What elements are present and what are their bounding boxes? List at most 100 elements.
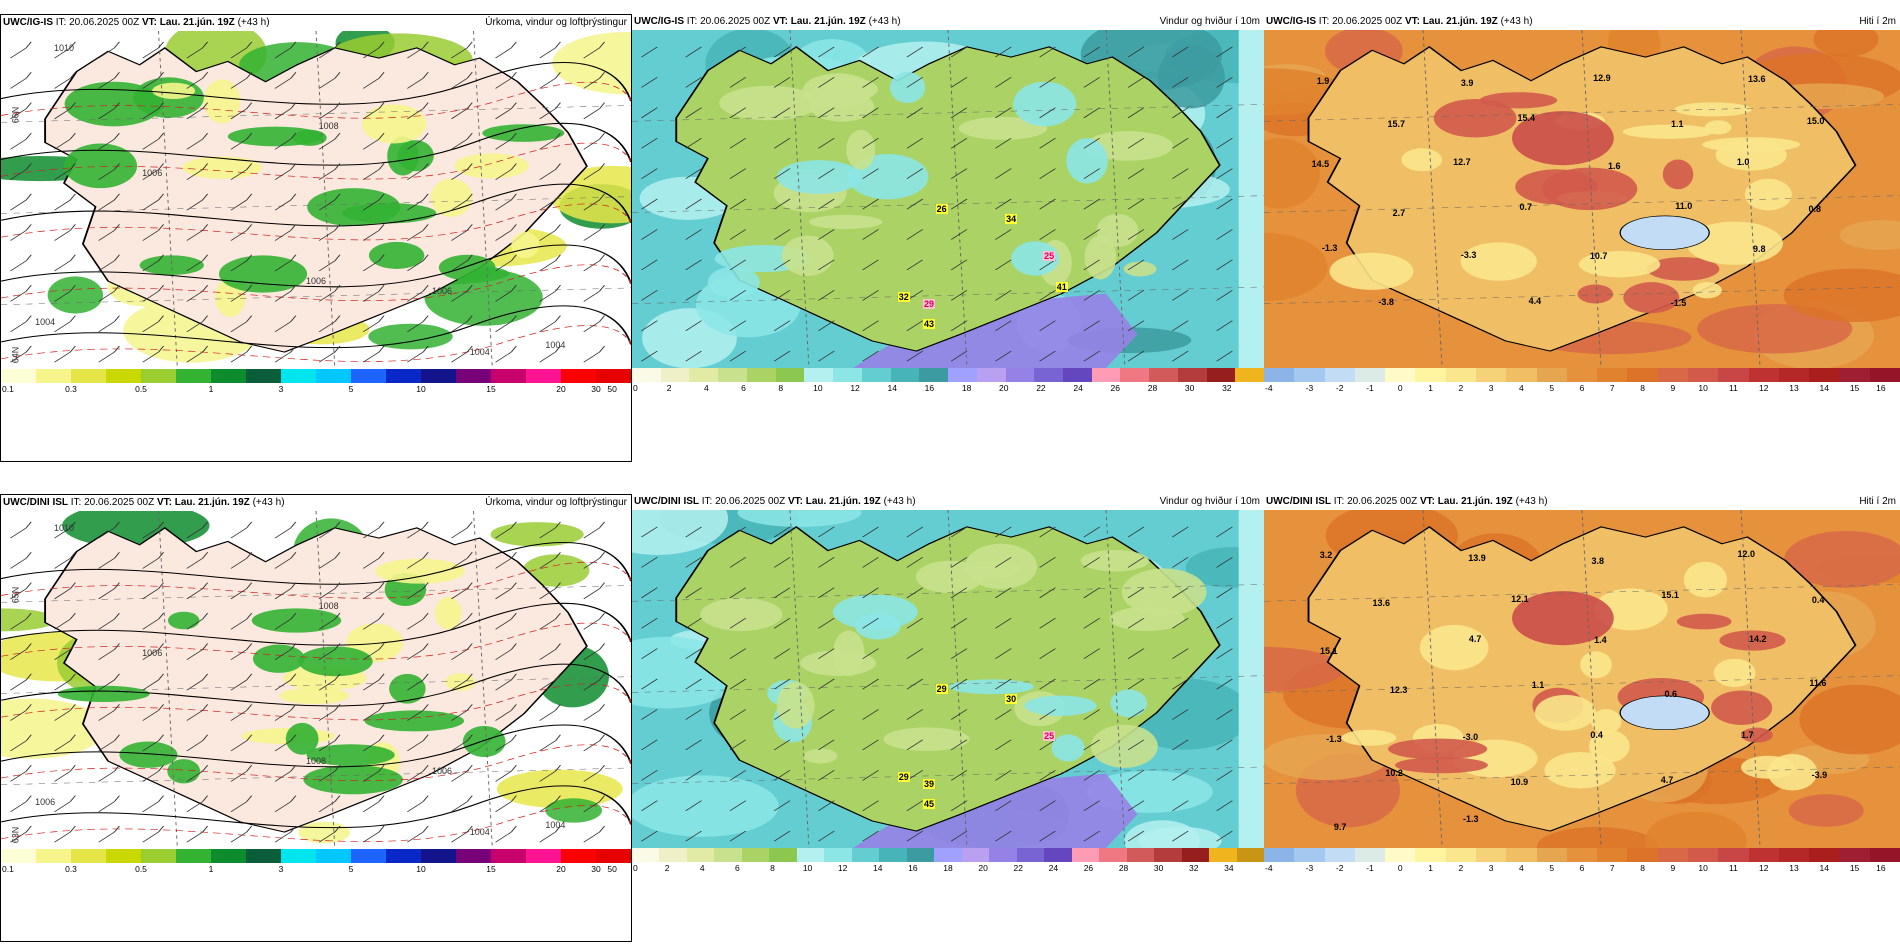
colorbar-tick-label: 50 <box>607 864 617 874</box>
colorbar-swatch <box>775 368 805 382</box>
gust-label: 29 <box>935 684 948 695</box>
wind-barb-flag <box>202 825 209 833</box>
valid-time-label: VT: <box>772 16 791 27</box>
colorbar-swatch <box>1869 848 1900 862</box>
wind-arrow <box>994 739 1012 751</box>
wind-barb-flag <box>290 704 297 711</box>
wind-arrow <box>950 168 968 179</box>
panel-top-precip: UWC/IG-IS IT: 20.06.2025 00Z VT: Lau. 21… <box>0 14 632 462</box>
wind-barb <box>451 831 468 843</box>
wind-barb-flag <box>25 612 32 620</box>
land-field-blob <box>1013 81 1077 127</box>
wind-barb <box>451 558 468 569</box>
wind-barb <box>451 710 468 721</box>
wind-barb-flag <box>25 643 32 650</box>
wind-barb <box>583 47 600 59</box>
wind-barb-flag <box>598 163 606 170</box>
wind-barb <box>583 527 600 539</box>
temperature-label: 13.6 <box>1372 598 1391 608</box>
wind-arrow <box>1171 350 1189 362</box>
wind-barb <box>230 260 248 272</box>
valid-time-label: VT: <box>156 497 175 508</box>
colorbar-swatch <box>746 368 776 382</box>
wind-arrow <box>862 709 879 720</box>
colorbar-swatch <box>1099 848 1127 862</box>
temperature-label: 12.9 <box>1593 73 1611 84</box>
wind-arrow <box>1127 739 1145 751</box>
init-time: 20.06.2025 00Z <box>1332 16 1405 27</box>
isobar-label: 1008 <box>305 756 327 767</box>
temperature-label: 15.0 <box>1806 115 1825 126</box>
wind-barb <box>318 558 336 569</box>
wind-arrow <box>1171 198 1189 210</box>
colorbar-tick-label: 12 <box>1758 863 1769 873</box>
colorbar-swatch <box>1235 368 1264 382</box>
colorbar-tick-label: 7 <box>1609 383 1615 393</box>
wind-barb <box>495 138 512 150</box>
wind-barb <box>98 679 115 691</box>
colorbar-swatch <box>660 368 690 382</box>
colorbar-swatch <box>526 369 561 383</box>
wind-barb <box>451 138 468 150</box>
wind-barb <box>142 351 159 363</box>
wind-barb <box>318 230 336 241</box>
wind-barb-flag <box>510 582 517 589</box>
lon-gridline <box>1422 30 1443 368</box>
colorbar-ticks: 0.1 0.3 0.5 1 3 5 10 15 20 30 50 <box>1 864 631 876</box>
wind-arrow <box>950 678 968 690</box>
lon-gridline <box>1740 30 1761 368</box>
wind-barb-flag <box>69 643 76 650</box>
wind-arrow <box>1039 350 1056 362</box>
wind-barb <box>230 230 248 241</box>
wind-barb <box>98 199 115 211</box>
wind-barb <box>406 771 424 782</box>
isobar-line <box>1 602 631 646</box>
wind-arrow <box>1127 198 1145 210</box>
wind-barb <box>98 710 115 721</box>
wind-arrow <box>1127 800 1145 812</box>
wind-barb-flag <box>246 72 253 79</box>
land-field-blob <box>306 744 395 766</box>
wind-barb-flag <box>157 673 165 681</box>
calm-area <box>1238 30 1264 368</box>
wind-barb <box>274 710 292 721</box>
init-time: 20.06.2025 00Z <box>69 17 142 28</box>
wind-barb-flag <box>466 254 473 261</box>
wind-arrow <box>818 259 835 271</box>
colorbar-swatch <box>741 848 770 862</box>
wind-barb <box>98 649 115 660</box>
land-field-blob <box>1121 568 1207 616</box>
wind-barb-flag <box>334 102 341 109</box>
colorbar-swatch <box>833 368 862 382</box>
wind-arrow <box>994 259 1012 271</box>
wind-barb-flag <box>246 734 253 741</box>
gust-label: 32 <box>897 292 910 303</box>
wind-barb <box>451 351 468 363</box>
colorbar-tick-label: 2 <box>666 383 672 393</box>
wind-arrow <box>862 320 879 332</box>
colorbar-tick-label: 16 <box>924 383 935 393</box>
wind-barb <box>495 108 512 120</box>
wind-barb <box>10 710 27 721</box>
wind-barb-flag <box>422 734 429 741</box>
wind-barb-flag <box>202 254 209 261</box>
colorbar-swatch <box>386 369 421 383</box>
colorbar-tick-label: 14 <box>1819 863 1830 873</box>
wind-arrow <box>1039 617 1056 629</box>
wind-barb-flag <box>113 72 120 79</box>
wind-arrow <box>1171 587 1189 599</box>
wind-arrow <box>685 770 702 781</box>
wind-arrow <box>950 229 968 240</box>
wind-barb-flag <box>69 224 76 231</box>
colorbar-swatch <box>1687 368 1719 382</box>
wind-barb-flag <box>290 41 297 49</box>
temperature-label: 2.7 <box>1392 207 1406 218</box>
wind-arrow <box>1216 107 1233 119</box>
wind-barb-flag <box>25 72 32 79</box>
model-name: UWC/IG-IS <box>3 17 53 28</box>
panel-header-left: UWC/DINI ISL IT: 20.06.2025 00Z VT: Lau.… <box>1266 494 1548 510</box>
land-field-blob <box>1741 727 1773 743</box>
wind-barb-flag <box>157 345 165 353</box>
wind-barb-flag <box>69 193 76 201</box>
wind-arrow <box>1216 678 1233 690</box>
